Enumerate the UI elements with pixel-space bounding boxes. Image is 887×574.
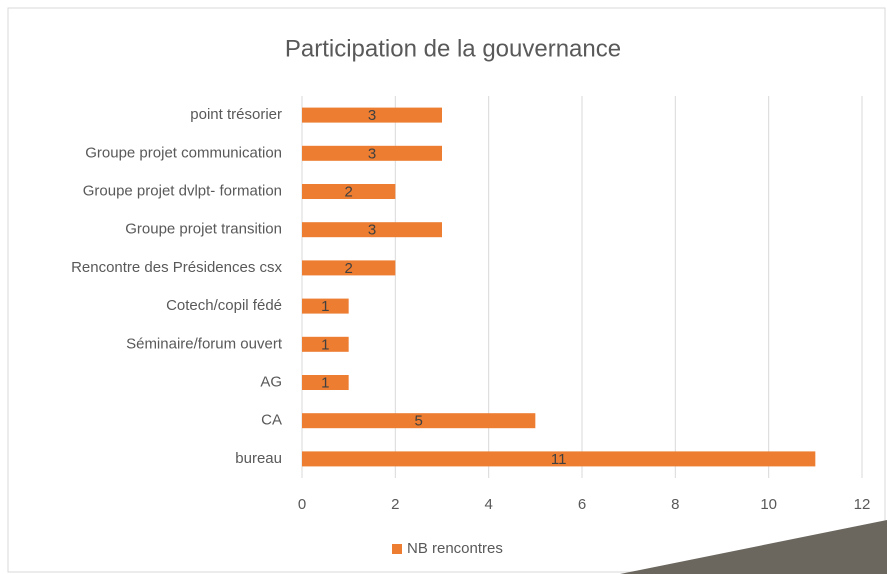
data-label: 1 [321,298,329,315]
x-tick-label: 4 [484,496,492,513]
data-label: 1 [321,336,329,353]
data-label: 11 [551,451,567,468]
bar [302,145,442,161]
bar [302,451,816,467]
x-tick-label: 2 [391,496,399,513]
y-tick-label: Groupe projet transition [125,221,282,238]
decoration [620,520,887,574]
y-tick-label: Cotech/copil fédé [166,297,282,314]
data-label: 2 [344,183,352,200]
y-tick-label: bureau [235,450,282,467]
y-tick-label: Séminaire/forum ouvert [126,335,283,352]
bar [302,184,396,199]
legend-label: NB rencontres [407,540,503,557]
data-label: 3 [368,107,376,124]
bar [302,336,349,352]
y-tick-label: Rencontre des Présidences csx [71,259,282,276]
y-tick-label: Groupe projet dvlpt- formation [83,182,282,199]
x-tick-label: 12 [854,496,871,513]
data-label: 5 [414,413,422,430]
bar [302,222,442,238]
y-tick-label: AG [260,373,282,390]
bar [302,107,442,123]
y-tick-label: CA [261,412,282,429]
data-label: 1 [321,374,329,391]
bar [302,260,396,276]
x-tick-label: 0 [298,496,306,513]
chart-title: Participation de la gouvernance [285,35,621,62]
bar [302,298,349,314]
data-label: 3 [368,222,376,239]
data-label: 3 [368,145,376,162]
y-tick-label: Groupe projet communication [85,144,282,161]
data-label: 2 [344,260,352,277]
bar [302,413,536,429]
legend-swatch [392,544,402,554]
x-tick-label: 6 [578,496,586,513]
x-tick-label: 10 [760,496,777,513]
chart-border [7,7,886,573]
bar [302,375,349,390]
y-tick-label: point trésorier [190,106,282,123]
x-tick-label: 8 [671,496,679,513]
